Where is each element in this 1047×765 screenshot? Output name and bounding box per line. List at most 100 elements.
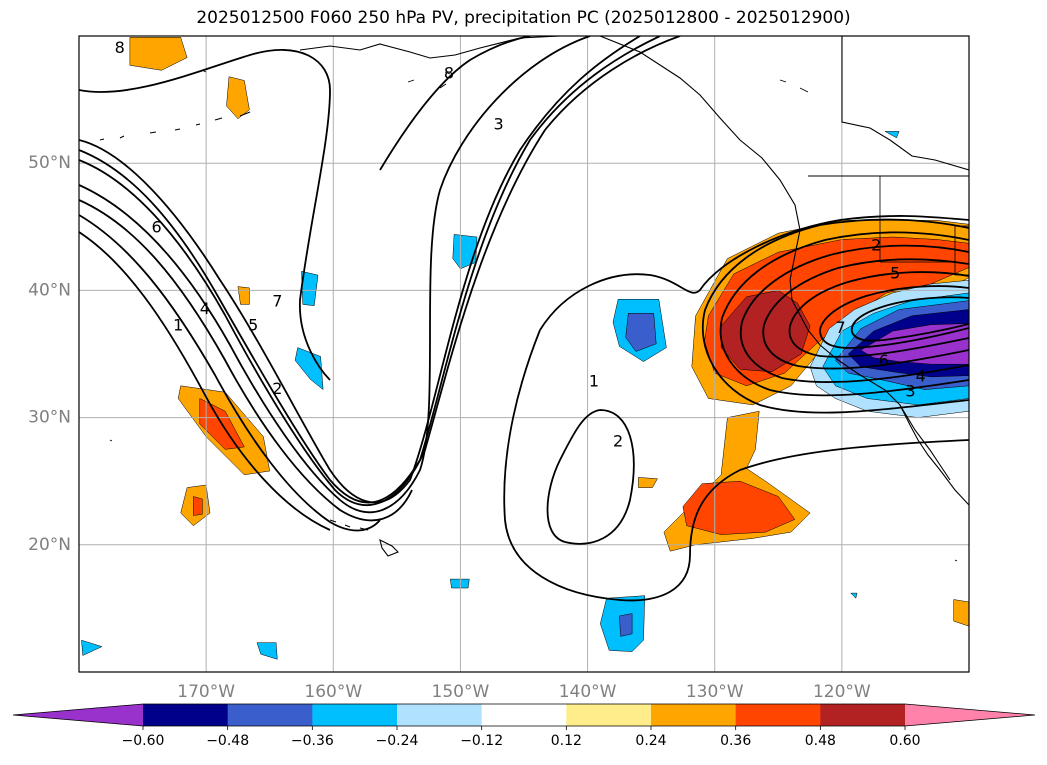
lat-tick-label: 30°N [28,408,71,428]
precip-area-19 [953,599,969,627]
pv-contour-trough-2 [79,36,661,504]
pv-contour-cutoff-5 [788,271,969,358]
pv-contour-cutoff-1 [701,218,969,414]
pv-contour-cutoff-7 [851,296,969,342]
baja-coast [899,404,951,481]
pv-contour-label: 2 [871,235,881,254]
colorbar-tick-label: 0.60 [889,733,920,749]
precip-area-15 [81,639,103,656]
colorbar-tick-label: −0.36 [291,733,334,749]
pv-contour-label: 3 [493,115,503,134]
pv-contour-low-lat [79,49,331,381]
latitude-labels: 50°N 40°N 30°N 20°N [28,153,71,555]
colorbar-tick-label: 0.48 [805,733,836,749]
precip-area-7 [301,270,319,306]
pv-contour-label: 2 [272,379,282,398]
pv-contour-trough-4 [79,36,591,514]
pv-contour-label: 7 [272,291,282,310]
lon-tick-label: 160°W [304,682,362,702]
pv-contour-label: 8 [444,64,454,83]
colorbar-tick-label: 0.24 [635,733,666,749]
pv-contour-label: 1 [173,316,183,335]
pv-contour-trough-7 [79,231,331,531]
pv-contour-label: 5 [890,263,900,282]
pv-contour-trough-5 [79,199,413,522]
lon-tick-label: 150°W [432,682,490,702]
alaska-southcoast [299,36,561,59]
pv-contour-label: 3 [905,382,915,401]
precip-area-8 [294,347,324,391]
longitude-labels: 170°W 160°W 150°W 140°W 130°W 120°W [177,682,871,702]
colorbar-segment [481,704,567,726]
colorbar-segment [820,704,906,726]
graticule [79,36,969,672]
precip-area-18 [884,131,900,139]
pv-contour-label: 6 [879,351,889,370]
colorbar-extend-high [905,704,1035,726]
lat-tick-label: 20°N [28,535,71,555]
colorbar-tick-label: 0.36 [720,733,751,749]
precip-area-25 [720,290,811,373]
lon-tick-label: 130°W [686,682,744,702]
precip-area-13 [619,613,633,637]
precip-area-14 [450,578,470,589]
precip-area-11 [625,313,657,352]
pv-contour-label: 5 [248,316,258,335]
precip-area-9 [452,234,478,270]
aleutian-islands [99,111,251,141]
lat-tick-label: 50°N [28,153,71,173]
precipitation-shading [81,37,969,660]
precip-area-6 [237,286,250,305]
pv-contour-trough-6 [79,214,381,532]
colorbar-segment [397,704,483,726]
colorbar-segment [227,704,313,726]
colorbar-tick-label: −0.60 [122,733,165,749]
colorbar-segment [143,704,229,726]
pv-contour-cutoff-2 [719,231,969,397]
lat-tick-label: 40°N [28,280,71,300]
hawaii-islands [329,519,399,557]
pv-contour-label: 6 [151,218,161,237]
colorbar-tick-label: −0.48 [206,733,249,749]
lon-tick-label: 120°W [813,682,871,702]
pv-contour-label: 1 [589,371,599,390]
pv-contour-label: 8 [115,38,125,57]
pv-contour-cutoff-6 [819,285,969,349]
colorbar-segment [735,704,821,726]
lon-tick-label: 170°W [177,682,235,702]
pv-contour-label: 2 [613,431,623,450]
colorbar-segment [651,704,737,726]
lon-tick-label: 140°W [559,682,617,702]
pv-contour-trough-3 [79,36,681,507]
small-islands [109,69,958,562]
colorbar-tick-label: −0.12 [460,733,503,749]
precip-area-16 [256,642,278,660]
precip-area-20 [638,477,658,488]
colorbar: −0.60 −0.48 −0.36 −0.24 −0.12 0.12 0.24 0.36 0.4… [12,703,1036,749]
pv-contour-label: 7 [835,318,845,337]
colorbar-extend-low [13,704,143,726]
north-america-coast [599,36,969,506]
map-frame [78,35,970,673]
pv-contour-label: 4 [200,299,210,318]
precip-area-0 [129,37,188,71]
colorbar-tick-label: −0.24 [376,733,419,749]
colorbar-segment [566,704,652,726]
precip-area-17 [850,592,858,599]
bc-border [841,36,969,171]
pv-contour-north-3 [379,36,531,171]
map-title: 2025012500 F060 250 hPa PV, precipitatio… [196,8,851,28]
pv-contour-2-loop [546,409,635,545]
pv-contour-cutoff-3 [739,244,969,383]
pv-contour-label: 4 [916,366,926,385]
pv-contours [79,36,969,602]
precip-area-5 [193,496,203,516]
colorbar-segment [312,704,398,726]
pv-contour-cutoff-4 [762,258,969,370]
pv-contour-1-south [503,329,969,602]
precip-area-22 [682,480,796,535]
colorbar-tick-label: 0.12 [551,733,582,749]
pv-contour-1-ridge [539,215,969,331]
